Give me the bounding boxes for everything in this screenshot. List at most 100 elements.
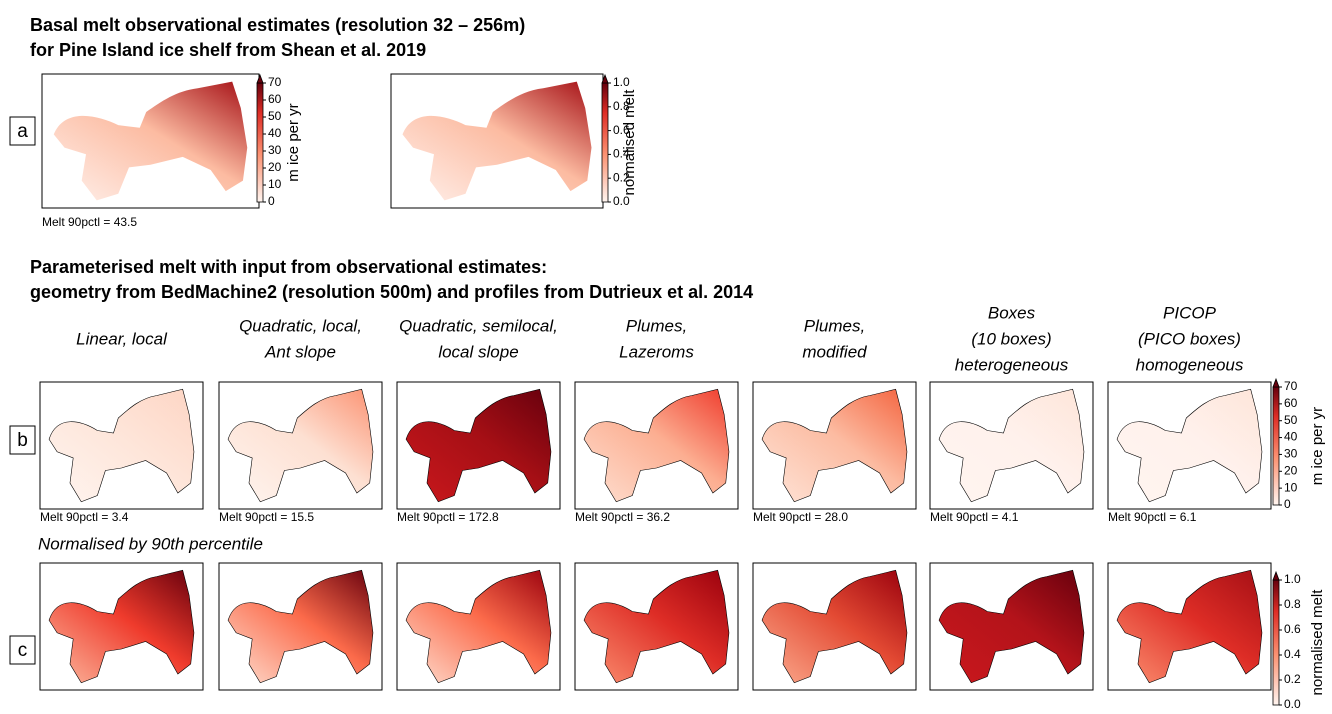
colorbar xyxy=(256,82,264,203)
method-title: Plumes, xyxy=(626,316,687,335)
method-title: modified xyxy=(802,342,867,361)
ice-shelf xyxy=(1117,570,1262,683)
method-title: local slope xyxy=(438,342,518,361)
map xyxy=(49,570,194,683)
colorbar-tick-label: 10 xyxy=(268,177,282,191)
panel-label: c xyxy=(18,640,28,661)
map xyxy=(939,389,1084,502)
ice-shelf xyxy=(939,570,1084,683)
colorbar-tick-label: 40 xyxy=(1284,430,1298,444)
stat-label: Melt 90pctl = 15.5 xyxy=(219,510,314,524)
colorbar-tick-label: 70 xyxy=(1284,379,1298,393)
colorbar-label: normalised melt xyxy=(1309,589,1326,696)
ice-shelf xyxy=(939,389,1084,502)
panel-label: b xyxy=(17,430,28,451)
colorbar-tick-label: 60 xyxy=(1284,396,1298,410)
colorbar xyxy=(601,82,609,203)
map xyxy=(402,81,592,201)
section-title: Normalised by 90th percentile xyxy=(38,534,263,553)
colorbar-label: normalised melt xyxy=(621,89,638,196)
colorbar-tick-label: 20 xyxy=(1284,463,1298,477)
ice-shelf xyxy=(584,389,729,502)
map xyxy=(762,389,907,502)
map xyxy=(228,389,373,502)
colorbar-tick-label: 0.8 xyxy=(613,99,630,113)
colorbar-label: m ice per yr xyxy=(285,103,302,181)
stat-label: Melt 90pctl = 28.0 xyxy=(753,510,848,524)
ice-shelf xyxy=(1117,389,1262,502)
colorbar-tick-label: 60 xyxy=(268,92,282,106)
ice-shelf xyxy=(406,389,551,502)
colorbar-tick-label: 30 xyxy=(1284,447,1298,461)
stat-label: Melt 90pctl = 4.1 xyxy=(930,510,1019,524)
colorbar-tick-label: 0.6 xyxy=(1284,622,1301,636)
ice-shelf xyxy=(53,81,248,201)
panel-label-box xyxy=(9,116,36,146)
stat-label: Melt 90pctl = 3.4 xyxy=(40,510,129,524)
map xyxy=(584,389,729,502)
method-title: Quadratic, local, xyxy=(239,316,362,335)
colorbar-tick-label: 50 xyxy=(1284,413,1298,427)
method-title: heterogeneous xyxy=(955,355,1069,374)
colorbar-tick-label: 0.2 xyxy=(1284,672,1301,686)
method-title: (10 boxes) xyxy=(971,329,1051,348)
method-title: Boxes xyxy=(988,303,1036,322)
colorbar-tick-label: 0 xyxy=(1284,497,1291,511)
map xyxy=(939,570,1084,683)
method-title: Ant slope xyxy=(264,342,336,361)
ice-shelf xyxy=(402,81,592,201)
stat-label: Melt 90pctl = 36.2 xyxy=(575,510,670,524)
map xyxy=(1117,570,1262,683)
colorbar-tick-label: 0.4 xyxy=(613,147,630,161)
colorbar xyxy=(1272,579,1280,706)
colorbar-tick-label: 1.0 xyxy=(613,75,630,89)
method-title: Linear, local xyxy=(76,329,168,348)
colorbar-tick-label: 30 xyxy=(268,143,282,157)
ice-shelf xyxy=(49,570,194,683)
map xyxy=(762,570,907,683)
ice-shelf xyxy=(584,570,729,683)
method-title: Quadratic, semilocal, xyxy=(399,316,558,335)
ice-shelf xyxy=(762,570,907,683)
method-title: (PICO boxes) xyxy=(1138,329,1241,348)
colorbar-tick-label: 10 xyxy=(1284,480,1298,494)
method-title: PICOP xyxy=(1163,303,1217,322)
colorbar-tick-label: 70 xyxy=(268,75,282,89)
colorbar-tick-label: 0.2 xyxy=(613,170,630,184)
ice-shelf xyxy=(228,389,373,502)
colorbar-tick-label: 40 xyxy=(268,126,282,140)
title-line: geometry from BedMachine2 (resolution 50… xyxy=(30,282,753,302)
colorbar-tick-label: 0.8 xyxy=(1284,597,1301,611)
colorbar-tick-label: 1.0 xyxy=(1284,572,1301,586)
colorbar-tick-label: 0 xyxy=(268,194,275,208)
colorbar-label: m ice per yr xyxy=(1309,407,1326,485)
colorbar-extend xyxy=(1272,570,1280,581)
title-line: Basal melt observational estimates (reso… xyxy=(30,15,525,35)
map xyxy=(406,389,551,502)
stat-label: Melt 90pctl = 43.5 xyxy=(42,215,137,229)
map xyxy=(584,570,729,683)
stat-label: Melt 90pctl = 6.1 xyxy=(1108,510,1197,524)
panel-label-box xyxy=(9,635,36,665)
colorbar-tick-label: 0.0 xyxy=(613,194,630,208)
map xyxy=(228,570,373,683)
colorbar-extend xyxy=(1272,377,1280,388)
colorbar-tick-label: 20 xyxy=(268,160,282,174)
colorbar-extend xyxy=(601,73,609,84)
ice-shelf xyxy=(228,570,373,683)
ice-shelf xyxy=(762,389,907,502)
method-title: homogeneous xyxy=(1136,355,1244,374)
colorbar-tick-label: 0.4 xyxy=(1284,647,1301,661)
colorbar-tick-label: 0.6 xyxy=(613,123,630,137)
map xyxy=(1117,389,1262,502)
stat-label: Melt 90pctl = 172.8 xyxy=(397,510,499,524)
title-line: Parameterised melt with input from obser… xyxy=(30,257,547,277)
panel-label-box xyxy=(9,425,36,455)
method-title: Lazeroms xyxy=(619,342,694,361)
colorbar xyxy=(1272,386,1280,506)
colorbar-tick-label: 50 xyxy=(268,109,282,123)
panel-label: a xyxy=(17,121,28,142)
map xyxy=(49,389,194,502)
ice-shelf xyxy=(406,570,551,683)
